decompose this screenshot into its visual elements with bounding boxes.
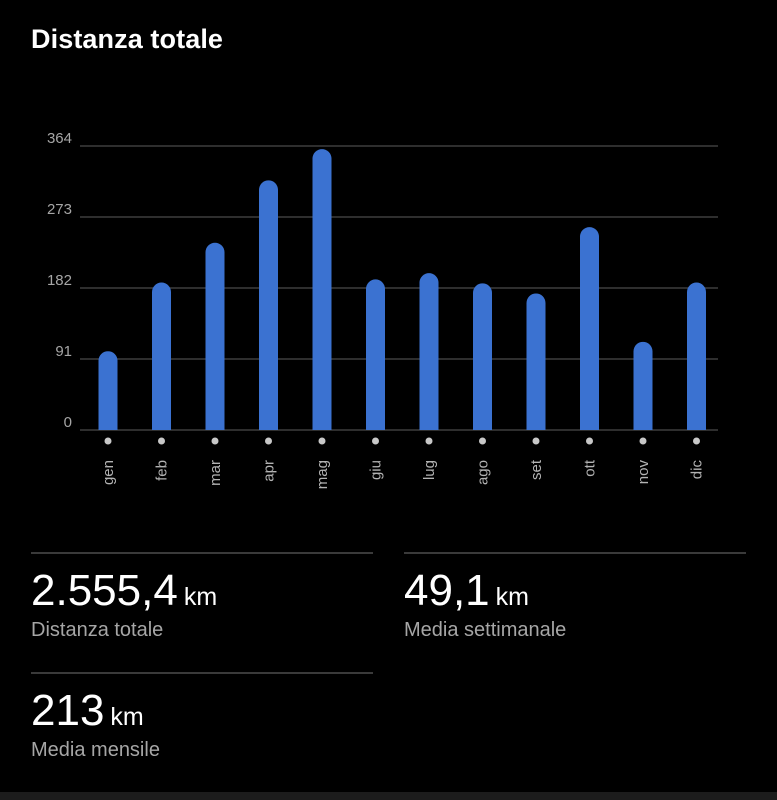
stat-divider xyxy=(31,552,373,554)
x-tick-label: giu xyxy=(368,460,385,480)
x-axis-dot xyxy=(372,437,379,445)
monthly-average-label: Media mensile xyxy=(31,739,160,761)
bar-apr xyxy=(259,180,278,430)
bar-set xyxy=(526,293,546,430)
chart-title: Distanza totale xyxy=(31,24,224,54)
bar-giu xyxy=(366,279,385,430)
monthly-average-unit: km xyxy=(110,703,144,731)
bar-mar xyxy=(205,242,225,430)
x-tick-label: mag xyxy=(314,460,331,489)
total-distance-number: 2.555,4 xyxy=(31,566,178,615)
x-tick-label: feb xyxy=(154,460,171,481)
total-distance-label: Distanza totale xyxy=(31,619,164,641)
x-tick-label: lug xyxy=(421,460,438,480)
x-tick-label: ott xyxy=(582,459,599,477)
bar-ott xyxy=(580,227,599,430)
total-distance-value: 2.555,4 km xyxy=(31,566,217,616)
x-tick-label: mar xyxy=(207,460,224,486)
x-axis-dot xyxy=(104,437,112,445)
stat-divider xyxy=(404,552,746,554)
x-axis-dot xyxy=(586,437,593,445)
x-tick-label: apr xyxy=(261,460,278,482)
stat-divider xyxy=(31,672,373,674)
x-axis-dot xyxy=(265,437,272,445)
x-tick-label: dic xyxy=(689,460,706,480)
x-tick-label: set xyxy=(528,459,545,480)
x-axis-dot xyxy=(425,437,433,445)
x-axis-dot xyxy=(693,437,700,445)
x-axis-dot xyxy=(158,437,165,445)
monthly-average-value: 213 km xyxy=(31,686,144,736)
bar-feb xyxy=(152,282,171,430)
weekly-average-label: Media settimanale xyxy=(404,619,567,641)
bar-dic xyxy=(687,282,706,430)
y-tick-label: 0 xyxy=(64,414,72,431)
x-axis-dot xyxy=(639,437,647,445)
y-tick-label: 273 xyxy=(47,201,72,218)
weekly-average-unit: km xyxy=(495,583,529,611)
y-tick-label: 182 xyxy=(47,272,72,289)
weekly-average-number: 49,1 xyxy=(404,566,490,615)
weekly-average-value: 49,1 km xyxy=(404,566,529,616)
bar-chart: 0 91 182 273 364 gen feb mar apr mag giu lug ago set o… xyxy=(47,130,718,489)
x-axis-dot xyxy=(318,437,326,445)
total-distance-unit: km xyxy=(183,583,218,611)
x-tick-label: nov xyxy=(635,460,652,485)
x-tick-label: ago xyxy=(475,460,492,485)
bar-gen xyxy=(98,351,118,430)
x-tick-label: gen xyxy=(100,460,117,485)
bar-lug xyxy=(419,273,439,430)
bar-ago xyxy=(473,283,492,430)
bottom-bar xyxy=(0,792,777,800)
x-axis-dot xyxy=(532,437,540,445)
bar-mag xyxy=(312,149,332,430)
monthly-average-number: 213 xyxy=(31,686,105,735)
x-axis-dot xyxy=(211,437,219,445)
y-tick-label: 91 xyxy=(55,343,72,360)
y-tick-label: 364 xyxy=(47,130,72,147)
x-axis-dot xyxy=(479,437,486,445)
bar-nov xyxy=(633,341,653,430)
